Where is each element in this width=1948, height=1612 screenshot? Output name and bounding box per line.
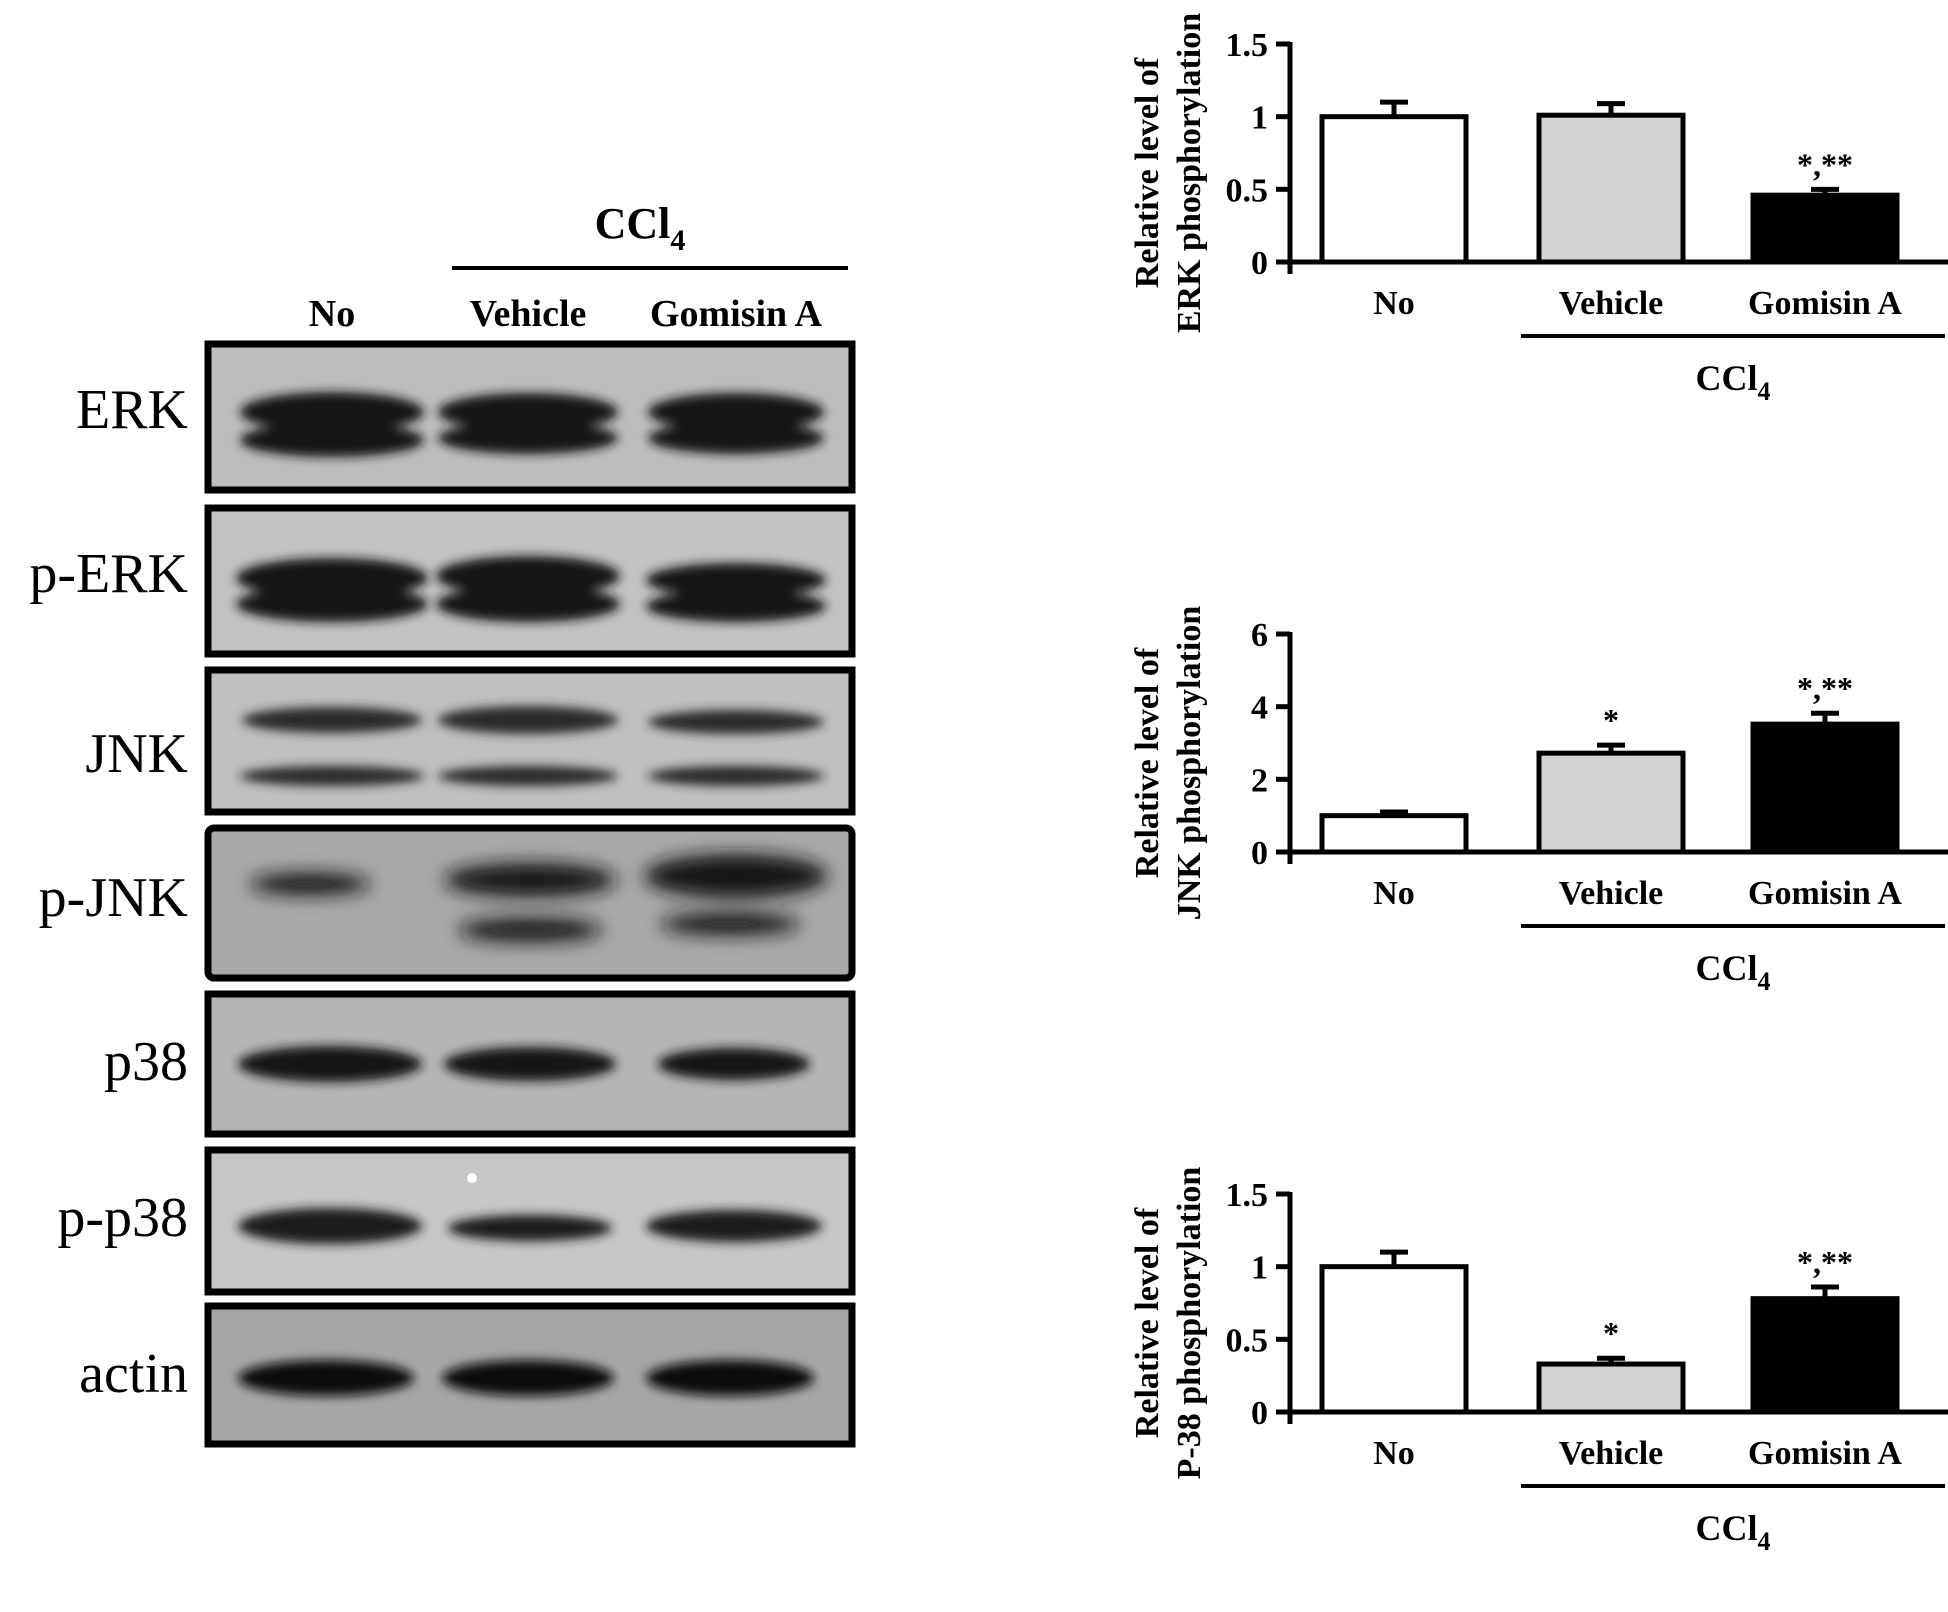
bar-vehicle xyxy=(1536,1361,1686,1415)
y-axis-label: Relative level of P-38 phosphorylation xyxy=(1129,1167,1208,1480)
y-tick-label: 6 xyxy=(1251,617,1268,654)
y-axis-label-line-2: P-38 phosphorylation xyxy=(1171,1167,1208,1480)
y-tick-label: 1 xyxy=(1251,1250,1268,1287)
bar-no xyxy=(1319,813,1469,855)
significance-label-gomisin-a: *,** xyxy=(1797,146,1853,182)
y-tick-label: 2 xyxy=(1251,762,1268,799)
bar-no xyxy=(1319,114,1469,265)
group-label-main: CCl xyxy=(1696,358,1758,398)
y-axis-label: Relative level of ERK phosphorylation xyxy=(1129,13,1208,333)
blot-strip-p-p38: p-p38 xyxy=(57,1146,856,1296)
group-label: CCl4 xyxy=(1696,358,1771,406)
x-tick-label-no: No xyxy=(1373,875,1415,912)
jnk-phosphorylation-chart: Relative level of JNK phosphorylation 0 2 4 6… xyxy=(1129,606,1948,996)
bar-vehicle xyxy=(1536,750,1686,855)
x-tick-label-vehicle: Vehicle xyxy=(1559,1435,1664,1472)
group-label-main: CCl xyxy=(1696,1508,1758,1548)
significance-label-gomisin-a: *,** xyxy=(1797,1244,1853,1280)
blot-row-label-p-jnk: p-JNK xyxy=(39,867,188,929)
blot-row-label-erk: ERK xyxy=(76,379,188,441)
x-tick-label-gomisin-a: Gomisin A xyxy=(1748,875,1902,912)
significance-label-vehicle: * xyxy=(1603,702,1619,738)
group-label: CCl4 xyxy=(1696,948,1771,996)
significance-label-vehicle: * xyxy=(1603,1315,1619,1351)
blot-row-label-p38: p38 xyxy=(104,1031,188,1093)
blot-row-label-jnk: JNK xyxy=(85,723,188,785)
bar-gomisin-a xyxy=(1750,721,1900,855)
group-label-subscript: 4 xyxy=(1758,377,1771,406)
y-tick-label: 1.5 xyxy=(1226,27,1269,64)
blot-row-label-actin: actin xyxy=(79,1343,188,1405)
blot-row-label-p-p38: p-p38 xyxy=(57,1187,188,1249)
y-tick-label: 0 xyxy=(1251,835,1268,872)
y-axis-label-line-1: Relative level of xyxy=(1129,647,1166,878)
group-label-subscript: 4 xyxy=(1758,1527,1771,1556)
y-tick-label: 1.5 xyxy=(1226,1177,1269,1214)
group-label-main: CCl xyxy=(1696,948,1758,988)
blot-strip-erk: ERK xyxy=(76,340,856,494)
bar-gomisin-a xyxy=(1750,1296,1900,1415)
group-label: CCl4 xyxy=(1696,1508,1771,1556)
blot-row-label-p-erk: p-ERK xyxy=(29,543,188,605)
blot-strip-p-jnk: p-JNK xyxy=(39,824,856,982)
blot-lane-label-gomisin: Gomisin A xyxy=(650,293,823,335)
blot-strip-p-erk: p-ERK xyxy=(29,504,856,658)
y-tick-label: 4 xyxy=(1251,690,1268,727)
x-tick-label-no: No xyxy=(1373,1435,1415,1472)
blot-lane-label-vehicle: Vehicle xyxy=(470,293,587,335)
y-axis-label-line-2: JNK phosphorylation xyxy=(1171,606,1208,921)
blot-strip-actin: actin xyxy=(79,1302,856,1448)
bar-gomisin-a xyxy=(1750,192,1900,265)
erk-phosphorylation-chart: Relative level of ERK phosphorylation 0 0.5… xyxy=(1129,13,1948,406)
x-tick-label-gomisin-a: Gomisin A xyxy=(1748,285,1902,322)
p38-phosphorylation-chart: Relative level of P-38 phosphorylation 0 0.… xyxy=(1129,1167,1948,1556)
western-blot-panel: CCl4 No Vehicle Gomisin A ERK p-ERK xyxy=(29,199,856,1448)
significance-label-gomisin-a: *,** xyxy=(1797,670,1853,706)
x-tick-label-vehicle: Vehicle xyxy=(1559,285,1664,322)
y-axis-label-line-2: ERK phosphorylation xyxy=(1171,13,1208,333)
y-tick-label: 1 xyxy=(1251,100,1268,137)
x-tick-label-no: No xyxy=(1373,285,1415,322)
blot-lane-label-no: No xyxy=(309,293,355,335)
group-label-subscript: 4 xyxy=(1758,967,1771,996)
y-axis-label-line-1: Relative level of xyxy=(1129,57,1166,288)
blot-treatment-label: CCl4 xyxy=(595,199,686,257)
y-tick-label: 0.5 xyxy=(1226,1322,1269,1359)
y-tick-label: 0 xyxy=(1251,245,1268,282)
y-tick-label: 0.5 xyxy=(1226,172,1269,209)
y-axis-label-line-1: Relative level of xyxy=(1129,1207,1166,1438)
bar-no xyxy=(1319,1264,1469,1415)
blot-strip-jnk: JNK xyxy=(85,666,856,816)
bar-vehicle xyxy=(1536,112,1686,265)
x-tick-label-vehicle: Vehicle xyxy=(1559,875,1664,912)
x-tick-label-gomisin-a: Gomisin A xyxy=(1748,1435,1902,1472)
blot-strip-p38: p38 xyxy=(104,990,856,1138)
y-tick-label: 0 xyxy=(1251,1395,1268,1432)
y-axis-label: Relative level of JNK phosphorylation xyxy=(1129,606,1208,921)
